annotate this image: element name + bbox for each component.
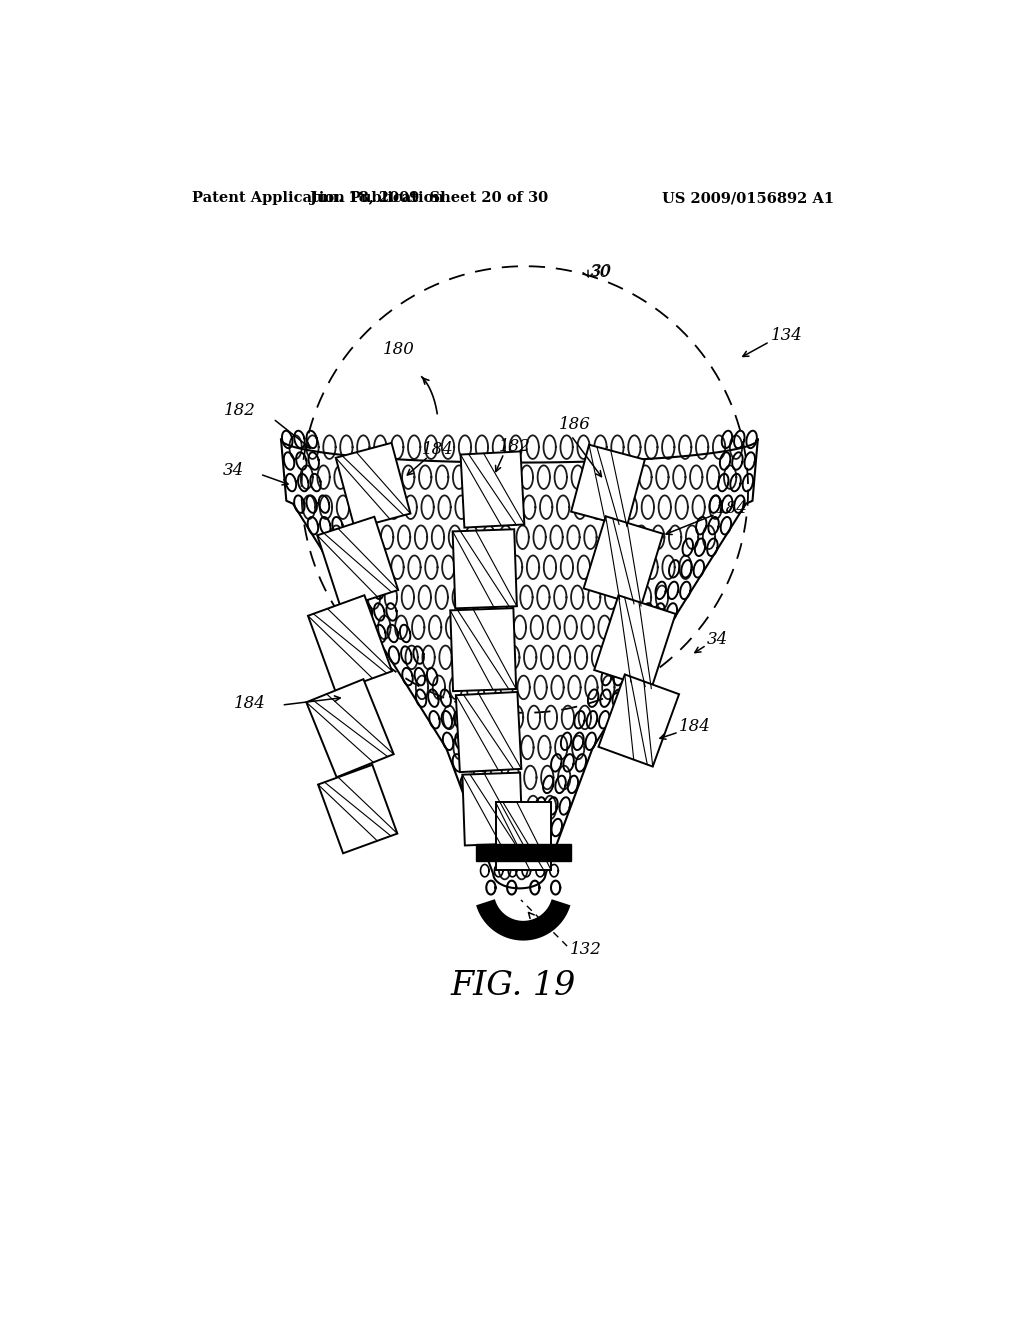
Text: Jun. 18, 2009  Sheet 20 of 30: Jun. 18, 2009 Sheet 20 of 30: [310, 191, 549, 206]
Text: 182: 182: [499, 438, 530, 455]
Text: 182: 182: [224, 403, 256, 420]
Text: FIG. 19: FIG. 19: [451, 970, 575, 1002]
Polygon shape: [598, 675, 679, 767]
Polygon shape: [317, 516, 398, 609]
Polygon shape: [453, 529, 517, 609]
Text: 180: 180: [383, 341, 415, 358]
Text: 132: 132: [569, 941, 601, 958]
Text: 34: 34: [707, 631, 728, 648]
Text: 134: 134: [771, 327, 803, 345]
Text: 34: 34: [223, 462, 245, 479]
Text: 30: 30: [590, 264, 610, 281]
Text: 184: 184: [679, 718, 711, 735]
Polygon shape: [594, 595, 676, 689]
Polygon shape: [584, 516, 664, 606]
Text: Patent Application Publication: Patent Application Publication: [193, 191, 444, 206]
Text: 30: 30: [591, 263, 612, 280]
Polygon shape: [456, 692, 521, 772]
Text: 184: 184: [716, 500, 748, 517]
Polygon shape: [463, 772, 522, 845]
Text: US 2009/0156892 A1: US 2009/0156892 A1: [662, 191, 834, 206]
Polygon shape: [306, 680, 393, 777]
Text: 186: 186: [559, 416, 591, 433]
Polygon shape: [478, 902, 568, 939]
Polygon shape: [461, 451, 524, 528]
Polygon shape: [318, 764, 397, 853]
Polygon shape: [336, 442, 411, 528]
Text: 184: 184: [233, 696, 265, 711]
Polygon shape: [475, 843, 571, 861]
Polygon shape: [571, 445, 645, 527]
Polygon shape: [496, 803, 551, 870]
Polygon shape: [308, 595, 392, 692]
Polygon shape: [451, 609, 516, 692]
Text: 184: 184: [422, 441, 454, 458]
